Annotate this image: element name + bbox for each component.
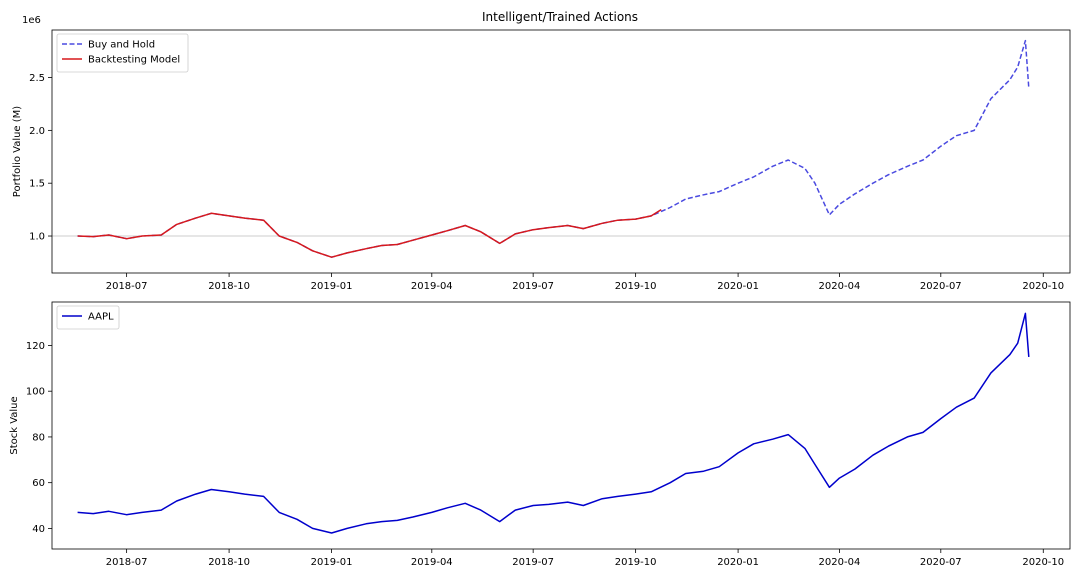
y-tick-label: 100 — [26, 387, 45, 398]
axes-frame — [51, 301, 1071, 550]
x-tick-label: 2019-07 — [512, 557, 554, 568]
x-tick-label: 2018-07 — [106, 557, 148, 568]
x-tick-label: 2019-04 — [411, 281, 453, 292]
x-tick-label: 2020-10 — [1022, 557, 1064, 568]
x-tick-label: 2019-07 — [512, 281, 554, 292]
x-tick-label: 2019-04 — [411, 557, 453, 568]
series-line-backtesting-model — [77, 208, 662, 258]
portfolio-value-chart: 2018-07 2018-10 2019-01 2019-04 2019-07 2019-… — [12, 15, 1071, 292]
legend-box — [56, 305, 120, 330]
y-tick-label: 2.0 — [29, 126, 45, 137]
x-tick-label: 2020-01 — [717, 281, 759, 292]
y-axis-label: Portfolio Value (M) — [12, 106, 23, 197]
y-axis-label: Stock Value — [9, 396, 20, 454]
y-tick-label: 2.5 — [29, 73, 45, 84]
legend-box — [56, 33, 189, 73]
y-tick-label: 120 — [26, 341, 45, 352]
y-tick-label: 1.0 — [29, 232, 45, 243]
x-tick-label: 2020-01 — [717, 557, 759, 568]
x-tick-label: 2018-10 — [208, 557, 250, 568]
legend-entry-label: AAPL — [88, 312, 114, 323]
x-tick-label: 2019-01 — [311, 557, 353, 568]
axes-frame — [51, 29, 1071, 274]
x-tick-label: 2019-10 — [615, 557, 657, 568]
figure-title: Intelligent/Trained Actions — [482, 10, 638, 24]
legend-entry-label: Buy and Hold — [88, 40, 155, 51]
x-tick-label: 2020-04 — [819, 281, 861, 292]
x-tick-label: 2020-07 — [920, 281, 962, 292]
stock-value-chart: 2018-07 2018-10 2019-01 2019-04 2019-07 2019-… — [9, 301, 1071, 568]
x-tick-label: 2018-07 — [106, 281, 148, 292]
x-tick-label: 2019-01 — [311, 281, 353, 292]
y-tick-label: 1.5 — [29, 179, 45, 190]
y-tick-label: 40 — [32, 524, 45, 535]
x-tick-label: 2020-10 — [1022, 281, 1064, 292]
legend-entry-label: Backtesting Model — [88, 55, 180, 66]
x-tick-label: 2018-10 — [208, 281, 250, 292]
y-tick-label: 80 — [32, 432, 45, 443]
axis-offset-text: 1e6 — [22, 15, 41, 26]
x-tick-label: 2020-04 — [819, 557, 861, 568]
x-tick-label: 2020-07 — [920, 557, 962, 568]
y-tick-label: 60 — [32, 478, 45, 489]
x-tick-label: 2019-10 — [615, 281, 657, 292]
series-line-aapl — [77, 312, 1030, 534]
